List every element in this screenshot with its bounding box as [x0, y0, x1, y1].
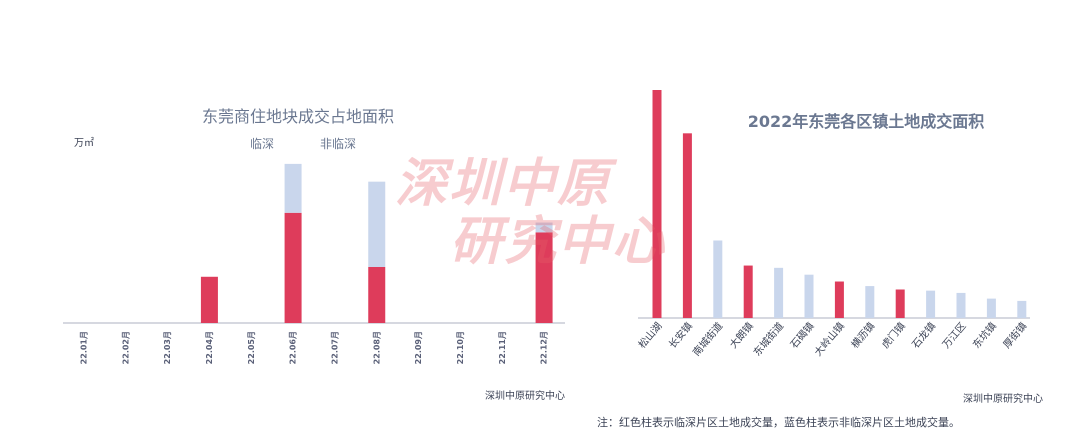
bar-district-9 — [895, 289, 905, 318]
district-label-10: 石龙镇 — [909, 320, 938, 351]
x-tick-label-7: 22.07月 — [330, 331, 339, 364]
chart1-unit-label: 万㎡ — [74, 137, 94, 149]
district-label-9: 虎门镇 — [879, 320, 908, 351]
bar-feilinshen-12 — [535, 222, 553, 233]
bar-district-1 — [652, 90, 662, 318]
chart2-source: 深圳中原研究中心 — [963, 392, 1043, 405]
bar-district-6 — [804, 274, 814, 318]
district-label-4: 大朗镇 — [727, 320, 756, 351]
x-tick-label-8: 22.08月 — [372, 331, 381, 364]
chart2-title: 2022年东莞各区镇土地成交面积 — [748, 112, 985, 131]
bar-linshen-4 — [200, 276, 218, 323]
x-tick-label-5: 22.05月 — [247, 331, 256, 364]
bar-district-10 — [926, 290, 936, 318]
district-label-7: 大岭山镇 — [811, 320, 847, 359]
bar-feilinshen-8 — [368, 181, 386, 267]
x-tick-label-11: 22.11月 — [498, 331, 507, 364]
x-tick-label-1: 22.01月 — [79, 331, 88, 364]
bar-district-8 — [865, 286, 875, 318]
bar-district-4 — [743, 265, 753, 318]
district-label-8: 横沥镇 — [848, 320, 877, 351]
bar-district-11 — [956, 292, 966, 318]
bar-feilinshen-6 — [284, 163, 302, 213]
bar-district-3 — [713, 240, 723, 318]
bar-district-5 — [774, 267, 784, 318]
district-label-3: 南城街道 — [690, 320, 726, 359]
district-label-2: 长安镇 — [666, 320, 695, 351]
bar-linshen-8 — [368, 267, 386, 323]
district-label-12: 东坑镇 — [970, 320, 999, 351]
bar-district-2 — [682, 133, 692, 318]
bar-linshen-6 — [284, 212, 302, 323]
chart2-note: 注：红色柱表示临深片区土地成交量，蓝色柱表示非临深片区土地成交量。 — [597, 415, 960, 429]
bar-district-7 — [834, 281, 844, 318]
bar-linshen-12 — [535, 232, 553, 323]
x-tick-label-12: 22.12月 — [540, 331, 549, 364]
x-tick-label-10: 22.10月 — [456, 331, 465, 364]
chart1-title: 东莞商住地块成交占地面积 — [202, 107, 394, 126]
x-tick-label-6: 22.06月 — [289, 331, 298, 364]
bar-district-12 — [986, 298, 996, 318]
chart-monthly-area: 东莞商住地块成交占地面积 万㎡ 临深 非临深 22.01月 22.02月 22.03… — [63, 107, 565, 402]
x-tick-label-9: 22.09月 — [414, 331, 423, 364]
district-label-6: 石碣镇 — [787, 320, 816, 351]
legend-label-feilinshen: 非临深 — [320, 137, 356, 151]
x-tick-label-4: 22.04月 — [205, 331, 214, 364]
legend-label-linshen: 临深 — [250, 137, 274, 151]
district-label-5: 东城街道 — [751, 320, 787, 359]
bar-district-13 — [1017, 300, 1027, 318]
district-label-1: 松山湖 — [635, 320, 664, 351]
chart1-source: 深圳中原研究中心 — [485, 389, 565, 402]
district-label-11: 万江区 — [940, 320, 968, 351]
x-tick-label-3: 22.03月 — [163, 331, 172, 364]
district-label-13: 厚街镇 — [1000, 320, 1029, 351]
x-tick-label-2: 22.02月 — [121, 331, 130, 364]
